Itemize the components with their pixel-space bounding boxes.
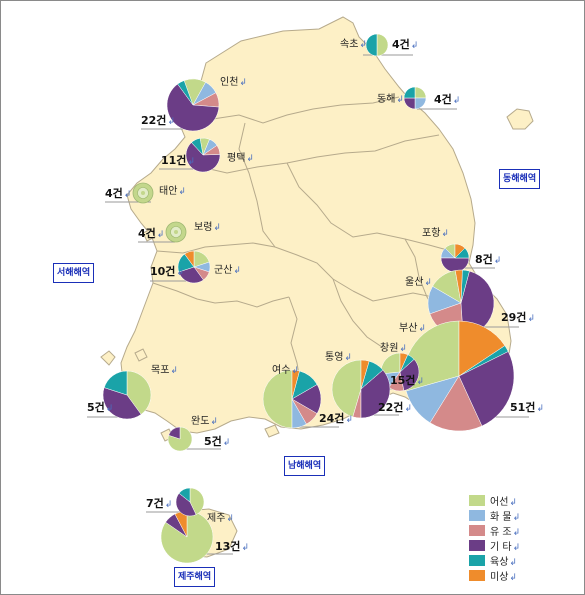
port-name-busan: 부산↲	[399, 323, 426, 334]
legend-swatch	[469, 555, 485, 566]
count-changwon: 15건↲	[390, 374, 424, 388]
pie-slice-cargo	[414, 97, 427, 110]
pie-layer	[102, 33, 515, 564]
province-boundary	[238, 122, 276, 248]
count-donghae: 4건↲	[434, 93, 461, 107]
pie-slice-unknown	[291, 369, 300, 400]
sea-area-jeju: 제주해역	[174, 567, 216, 587]
island	[264, 424, 280, 438]
ulleungdo-island	[506, 108, 534, 130]
count-jeju: 13건↲	[215, 540, 249, 554]
pie-slice-fishing	[376, 33, 389, 57]
port-name-jeju: 제주↲	[207, 513, 234, 524]
province-boundary	[156, 242, 354, 292]
pie-slice-unknown	[454, 269, 463, 304]
pie-slice-other	[175, 492, 197, 517]
port-name-sokcho: 속초↲	[340, 39, 367, 50]
pie-slice-fishing	[126, 370, 152, 415]
count-pyeongtaek: 11건↲	[161, 154, 195, 168]
count-gunsan: 10건↲	[150, 265, 184, 279]
legend-item-cargo: 화 물↲	[469, 508, 520, 523]
port-name-ulsan: 울산↲	[405, 277, 432, 288]
count-tongyeong: 22건↲	[378, 401, 412, 415]
count-busan: 51건↲	[510, 401, 544, 415]
port-name-boryeong: 보령↲	[194, 222, 221, 233]
pie-slice-landside	[178, 487, 191, 503]
province-boundary	[200, 134, 440, 174]
count-incheon: 22건↲	[141, 114, 175, 128]
sea-area-west: 서해해역	[53, 263, 95, 283]
port-name-mokpo: 목포↲	[151, 365, 178, 376]
legend-swatch	[469, 495, 485, 506]
count-ulsan: 29건↲	[501, 311, 535, 325]
pie-slice-other	[458, 351, 515, 427]
pie-slice-other	[166, 83, 220, 132]
legend-swatch	[469, 510, 485, 521]
marker-circle-center	[174, 230, 178, 234]
pie-slice-fishing	[262, 369, 293, 429]
port-name-tongyeong: 통영↲	[325, 352, 352, 363]
pie-slice-landside	[191, 137, 204, 156]
legend-item-tanker: 유 조↲	[469, 523, 520, 538]
pie-slice-unknown	[184, 250, 195, 268]
legend-item-fishing: 어선↲	[469, 493, 520, 508]
pie-slice-tanker	[429, 375, 483, 432]
legend-item-landside: 육상↲	[469, 553, 520, 568]
pie-slice-landside	[177, 80, 194, 106]
pie-slice-other	[178, 266, 204, 284]
pie-slice-unknown	[458, 320, 506, 377]
legend-swatch	[469, 525, 485, 536]
port-name-pyeongtaek: 평택↲	[227, 153, 254, 164]
count-yeosu: 24건↲	[319, 412, 353, 426]
province-boundary	[332, 278, 386, 350]
sea-area-south: 남해해역	[284, 456, 326, 476]
pie-slice-fishing	[160, 510, 214, 564]
pie-slice-landside	[365, 33, 378, 57]
pie-slice-landside	[403, 86, 416, 99]
legend: 어선↲ 화 물↲ 유 조↲ 기 타↲ 육상↲ 미상↲	[469, 493, 520, 583]
count-jeju-north: 7건↲	[146, 497, 173, 511]
count-boryeong: 4건↲	[138, 227, 165, 241]
count-sokcho: 4건↲	[392, 38, 419, 52]
port-name-wando: 완도↲	[191, 416, 218, 427]
port-name-donghae: 동해↲	[377, 94, 404, 105]
pie-slice-unknown	[399, 352, 409, 373]
province-boundary	[186, 96, 400, 124]
pie-slice-other	[102, 387, 142, 420]
port-name-incheon: 인천↲	[220, 77, 247, 88]
legend-item-unknown: 미상↲	[469, 568, 520, 583]
pie-slice-other	[399, 358, 420, 391]
count-taean: 4건↲	[105, 187, 132, 201]
province-boundary	[286, 162, 452, 252]
marker-circle-center	[141, 191, 145, 195]
pie-slice-fishing	[189, 487, 205, 515]
pie-slice-unknown	[360, 359, 370, 390]
sea-area-east: 동해해역	[499, 169, 541, 189]
pie-slice-other	[360, 369, 391, 419]
count-wando: 5건↲	[204, 435, 231, 449]
port-name-gunsan: 군산↲	[214, 265, 241, 276]
island	[100, 350, 116, 366]
pie-slice-landside	[103, 370, 128, 396]
pie-slice-unknown	[454, 243, 466, 259]
legend-item-other: 기 타↲	[469, 538, 520, 553]
pie-slice-other	[168, 426, 181, 440]
island	[142, 228, 156, 242]
legend-swatch	[469, 540, 485, 551]
count-pohang: 8건↲	[475, 253, 502, 267]
pie-slice-fishing	[414, 86, 427, 99]
island	[134, 348, 148, 362]
province-boundary	[152, 282, 290, 308]
pie-slice-fishing	[331, 359, 362, 418]
port-name-pohang: 포항↲	[422, 228, 449, 239]
pie-slice-other	[185, 142, 221, 173]
count-mokpo: 5건↲	[87, 401, 114, 415]
port-name-taean: 태안↲	[159, 186, 186, 197]
legend-swatch	[469, 570, 485, 581]
port-name-yeosu: 여수↲	[272, 365, 299, 376]
port-name-changwon: 창원↲	[380, 343, 407, 354]
